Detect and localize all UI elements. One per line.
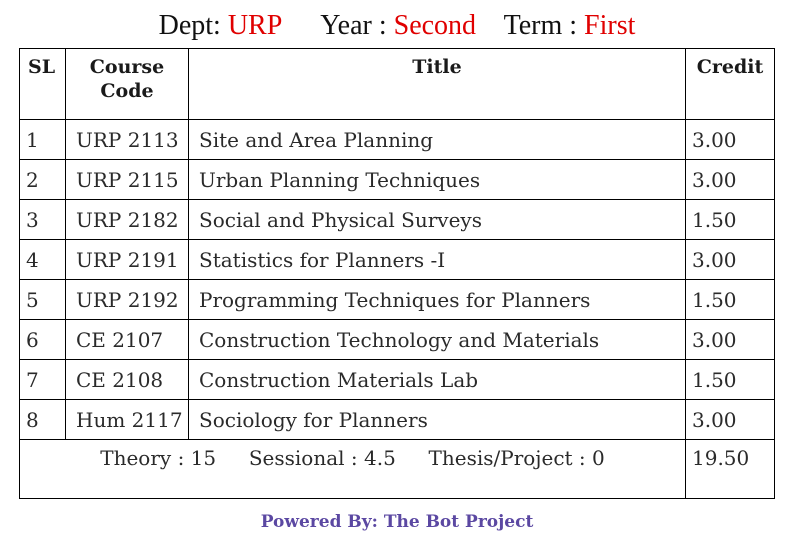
powered-by-footer: Powered By: The Bot Project [260,512,534,532]
dept-value: URP [227,10,282,41]
cell-title: Statistics for Planners -I [188,239,686,280]
cell-title: Urban Planning Techniques [188,159,686,200]
cell-sl: 2 [19,159,66,200]
cell-title: Site and Area Planning [188,119,686,160]
cell-course-code: URP 2113 [65,119,189,160]
cell-credit: 1.50 [685,199,775,240]
cell-course-code: URP 2182 [65,199,189,240]
cell-course-code: URP 2115 [65,159,189,200]
table-row: 2 URP 2115 Urban Planning Techniques 3.0… [19,159,775,200]
cell-course-code: CE 2107 [65,319,189,360]
cell-sl: 7 [19,359,66,400]
theory-credits: Theory : 15 [100,446,217,470]
cell-sl: 8 [19,399,66,440]
cell-sl: 4 [19,239,66,280]
cell-title: Programming Techniques for Planners [188,279,686,320]
cell-course-code: Hum 2117 [65,399,189,440]
cell-credit: 3.00 [685,239,775,280]
column-header-course-code: Course Code [65,48,189,120]
column-header-credit: Credit [685,48,775,120]
cell-course-code: URP 2191 [65,239,189,280]
credit-summary: Theory : 15 Sessional : 4.5 Thesis/Proje… [19,439,686,499]
table-row: 3 URP 2182 Social and Physical Surveys 1… [19,199,775,240]
total-credit: 19.50 [685,439,775,499]
cell-course-code: CE 2108 [65,359,189,400]
cell-sl: 1 [19,119,66,160]
cell-sl: 6 [19,319,66,360]
cell-sl: 3 [19,199,66,240]
cell-sl: 5 [19,279,66,320]
table-header-row: SL Course Code Title Credit [19,48,775,120]
cell-title: Social and Physical Surveys [188,199,686,240]
page-title: Dept: URP Year : Second Term : First [0,8,794,44]
table-row: 8 Hum 2117 Sociology for Planners 3.00 [19,399,775,440]
column-header-sl: SL [19,48,66,120]
course-table: SL Course Code Title Credit 1 URP 2113 S… [19,48,775,499]
totals-row: Theory : 15 Sessional : 4.5 Thesis/Proje… [19,439,775,499]
dept-label: Dept: [158,10,221,41]
cell-credit: 1.50 [685,279,775,320]
year-value: Second [393,10,477,41]
thesis-credits: Thesis/Project : 0 [428,446,605,470]
table-row: 4 URP 2191 Statistics for Planners -I 3.… [19,239,775,280]
year-label: Year : [320,10,387,41]
cell-title: Construction Materials Lab [188,359,686,400]
term-label: Term : [503,10,578,41]
cell-credit: 3.00 [685,399,775,440]
term-value: First [584,10,636,41]
table-row: 5 URP 2192 Programming Techniques for Pl… [19,279,775,320]
table-row: 7 CE 2108 Construction Materials Lab 1.5… [19,359,775,400]
cell-credit: 3.00 [685,119,775,160]
cell-title: Sociology for Planners [188,399,686,440]
cell-credit: 3.00 [685,319,775,360]
cell-title: Construction Technology and Materials [188,319,686,360]
table-row: 1 URP 2113 Site and Area Planning 3.00 [19,119,775,160]
table-row: 6 CE 2107 Construction Technology and Ma… [19,319,775,360]
cell-credit: 3.00 [685,159,775,200]
column-header-title: Title [188,48,686,120]
cell-credit: 1.50 [685,359,775,400]
cell-course-code: URP 2192 [65,279,189,320]
sessional-credits: Sessional : 4.5 [248,446,396,470]
